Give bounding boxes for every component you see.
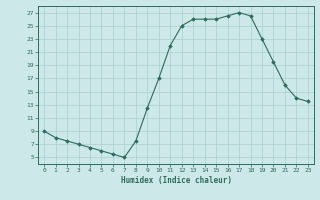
X-axis label: Humidex (Indice chaleur): Humidex (Indice chaleur) [121,176,231,185]
